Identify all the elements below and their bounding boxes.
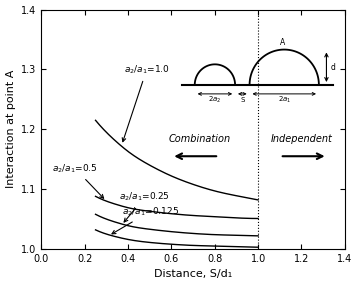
Text: $a_2/a_1$=0.5: $a_2/a_1$=0.5 [52, 162, 103, 198]
Text: Combination: Combination [169, 135, 231, 144]
Text: $2a_2$: $2a_2$ [208, 95, 222, 105]
Text: $2a_1$: $2a_1$ [277, 95, 291, 105]
Text: $a_2/a_1$=0.125: $a_2/a_1$=0.125 [112, 205, 179, 234]
Text: d: d [330, 63, 335, 72]
Text: $a_2/a_1$=1.0: $a_2/a_1$=1.0 [122, 64, 170, 142]
X-axis label: Distance, S/d₁: Distance, S/d₁ [154, 269, 232, 280]
Text: A: A [280, 38, 286, 47]
Text: Independent: Independent [271, 135, 333, 144]
Text: $a_2/a_1$=0.25: $a_2/a_1$=0.25 [119, 191, 170, 222]
Y-axis label: Interaction at point A: Interaction at point A [6, 70, 15, 188]
Text: S: S [240, 97, 245, 103]
